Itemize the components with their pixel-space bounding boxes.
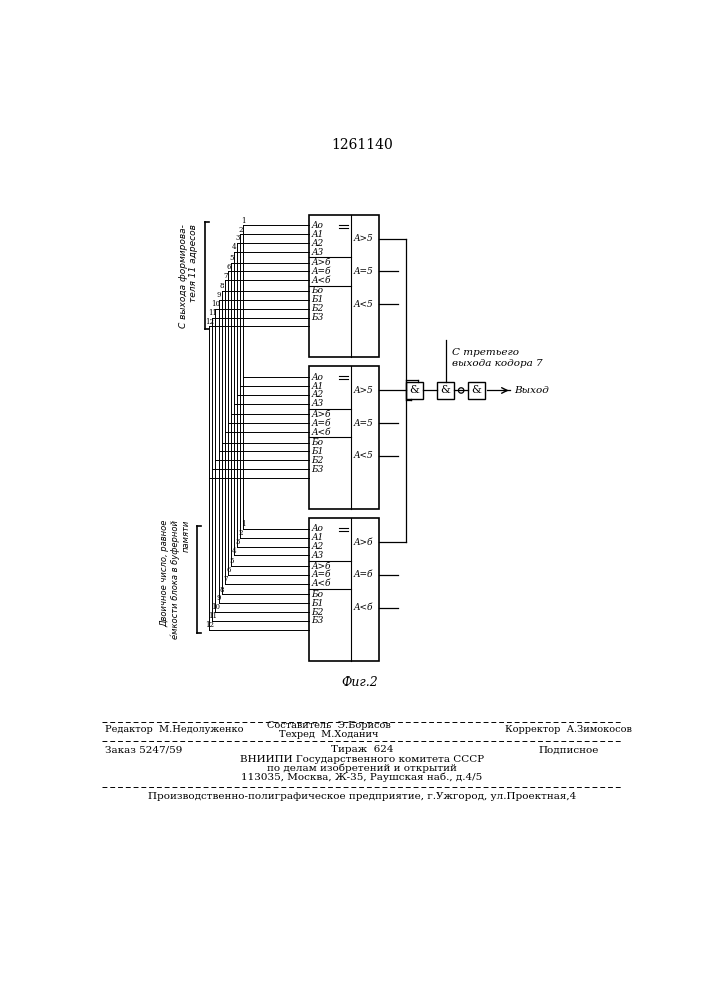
Text: &: & (440, 385, 450, 395)
Text: A3: A3 (312, 551, 324, 560)
Text: 3: 3 (235, 538, 240, 546)
Text: A<б: A<б (354, 603, 373, 612)
Text: 9: 9 (217, 291, 221, 299)
Text: A<б: A<б (312, 276, 331, 285)
Text: 5: 5 (229, 557, 233, 565)
Text: по делам изобретений и открытий: по делам изобретений и открытий (267, 764, 457, 773)
Text: A=5: A=5 (354, 419, 373, 428)
Bar (468, 382, 485, 399)
Text: 1: 1 (242, 217, 246, 225)
Text: Выход: Выход (514, 386, 549, 395)
Text: A=б: A=б (312, 570, 331, 579)
Text: 10: 10 (211, 603, 221, 611)
Text: Б2: Б2 (312, 304, 324, 313)
Text: 1261140: 1261140 (331, 138, 393, 152)
Text: 8: 8 (220, 282, 224, 290)
Text: &: & (410, 385, 419, 395)
Text: A3: A3 (312, 248, 324, 257)
Text: Б2: Б2 (312, 456, 324, 465)
Text: 5: 5 (229, 254, 233, 262)
Text: Заказ 5247/59: Заказ 5247/59 (105, 745, 183, 754)
Text: A>5: A>5 (354, 386, 373, 395)
Text: 6: 6 (226, 263, 230, 271)
Text: Aо: Aо (312, 373, 323, 382)
Text: 7: 7 (223, 575, 228, 583)
Text: A1: A1 (312, 382, 324, 391)
Text: Редактор  М.Недолуженко: Редактор М.Недолуженко (105, 725, 244, 734)
Text: Корректор  А.Зимокосов: Корректор А.Зимокосов (506, 725, 632, 734)
Text: A>б: A>б (354, 538, 373, 547)
Text: Производственно-полиграфическое предприятие, г.Ужгород, ул.Проектная,4: Производственно-полиграфическое предприя… (148, 792, 576, 801)
Text: Подписное: Подписное (539, 745, 599, 754)
Bar (309, 215, 379, 357)
Bar (406, 382, 423, 399)
Text: Б1: Б1 (312, 599, 324, 608)
Text: A=б: A=б (312, 267, 331, 276)
Text: A<5: A<5 (354, 300, 373, 309)
Text: 1: 1 (242, 520, 246, 528)
Text: A=б: A=б (354, 570, 373, 579)
Text: A>б: A>б (312, 562, 331, 571)
Text: A>б: A>б (312, 258, 331, 267)
Bar (309, 366, 379, 509)
Text: Двоичное число, равное
е́мкости блока в буферной
памяти: Двоичное число, равное е́мкости блока в … (160, 520, 191, 639)
Text: 12: 12 (205, 318, 214, 326)
Text: A2: A2 (312, 239, 324, 248)
Text: 9: 9 (217, 594, 221, 602)
Text: A2: A2 (312, 542, 324, 551)
Text: Бо: Бо (312, 438, 324, 447)
Text: A>5: A>5 (354, 234, 373, 243)
Text: Б3: Б3 (312, 616, 324, 625)
Text: A<б: A<б (312, 428, 331, 437)
Text: A1: A1 (312, 230, 324, 239)
Text: С третьего
выхода кодора 7: С третьего выхода кодора 7 (452, 348, 542, 368)
Text: 11: 11 (209, 309, 217, 317)
Text: Б3: Б3 (312, 465, 324, 474)
Text: 11: 11 (209, 612, 217, 620)
Text: 8: 8 (220, 586, 224, 594)
Text: 2: 2 (238, 529, 243, 537)
Text: 113035, Москва, Ж-35, Раушская наб., д.4/5: 113035, Москва, Ж-35, Раушская наб., д.4… (241, 773, 483, 782)
Text: 7: 7 (223, 272, 228, 280)
Text: Б1: Б1 (312, 447, 324, 456)
Bar (437, 382, 454, 399)
Text: 10: 10 (211, 300, 221, 308)
Text: A<б: A<б (312, 579, 331, 588)
Text: Б1: Б1 (312, 295, 324, 304)
Text: A=5: A=5 (354, 267, 373, 276)
Text: 4: 4 (232, 547, 237, 555)
Text: Aо: Aо (312, 524, 323, 533)
Text: A1: A1 (312, 533, 324, 542)
Text: ВНИИПИ Государственного комитета СССР: ВНИИПИ Государственного комитета СССР (240, 755, 484, 764)
Text: Фиг.2: Фиг.2 (341, 676, 378, 689)
Text: A<5: A<5 (354, 451, 373, 460)
Text: Тираж  624: Тираж 624 (331, 745, 393, 754)
Text: 12: 12 (205, 621, 214, 629)
Text: 4: 4 (232, 243, 237, 251)
Text: A=б: A=б (312, 419, 331, 428)
Text: A3: A3 (312, 399, 324, 408)
Text: Бо: Бо (312, 286, 324, 295)
Text: 3: 3 (235, 234, 240, 242)
Text: 2: 2 (238, 226, 243, 234)
Text: Б3: Б3 (312, 313, 324, 322)
Text: &: & (472, 385, 481, 395)
Text: A>б: A>б (312, 410, 331, 419)
Text: Составитель  Э.Борисов: Составитель Э.Борисов (267, 721, 390, 730)
Bar (309, 518, 379, 661)
Text: Техред  М.Ходанич: Техред М.Ходанич (279, 730, 378, 739)
Text: Б2: Б2 (312, 608, 324, 617)
Text: С выхода формирова-
теля 11 адресов: С выхода формирова- теля 11 адресов (179, 224, 199, 328)
Text: A2: A2 (312, 390, 324, 399)
Text: Бо: Бо (312, 590, 324, 599)
Text: 6: 6 (226, 566, 230, 574)
Text: Aо: Aо (312, 221, 323, 230)
